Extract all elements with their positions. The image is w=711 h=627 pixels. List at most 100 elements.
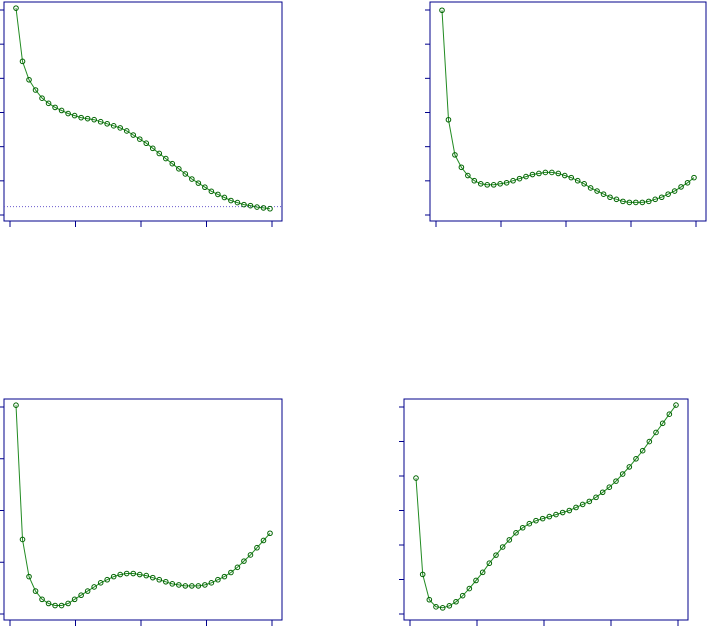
data-point [546,513,553,520]
data-point [136,571,143,578]
data-point [581,181,587,187]
plot-frame [403,398,689,621]
data-point [493,552,499,558]
data-point [215,191,221,198]
data-point [542,169,549,176]
data-point [439,7,445,14]
data-point [195,583,202,589]
data-point [559,509,566,516]
series-line [15,405,271,606]
data-point [613,196,620,203]
data-point [117,571,124,578]
data-point [156,576,163,583]
data-point [466,585,473,592]
data-point [19,536,26,543]
data-point [666,411,673,418]
data-point [533,517,539,524]
data-point [104,120,110,127]
data-point [553,511,559,518]
data-point [479,569,486,576]
data-point [130,132,137,138]
data-point [149,574,156,581]
data-point [247,552,254,558]
data-point [208,188,215,195]
data-point [208,580,215,586]
data-point [446,603,453,609]
series-line [15,8,271,210]
data-point [626,464,633,470]
data-point [497,181,503,187]
data-point [123,570,130,577]
data-point [471,177,478,184]
data-point [45,600,52,607]
data-point [84,115,91,122]
data-point [58,107,65,114]
data-point [574,177,581,184]
data-point [91,584,97,590]
data-point [221,573,228,580]
data-point [241,558,247,564]
data-point [419,571,426,578]
data-point [19,58,26,65]
data-point [189,583,195,589]
data-point [241,201,247,208]
data-point [510,177,516,184]
data-point [529,171,536,178]
data-point [65,600,71,607]
data-point [247,202,254,209]
data-point [593,494,599,501]
data-point [254,204,260,210]
data-point [110,123,117,129]
data-point [484,182,491,188]
data-point [652,196,659,203]
data-point [473,577,479,584]
data-point [445,116,452,123]
plot-frame [3,1,283,222]
data-point [516,175,523,182]
chart-panel-1 [0,1,283,227]
data-point [143,572,150,579]
data-point [653,429,659,436]
data-point [176,166,182,172]
data-point [599,489,606,496]
data-point [566,507,573,514]
data-point [658,194,665,201]
series-line [415,404,677,609]
data-point [202,582,208,588]
data-point [600,191,607,197]
data-point [182,583,189,589]
data-point [671,188,678,194]
data-point [458,164,465,171]
data-point [117,125,124,131]
data-point [162,155,169,162]
data-point [453,598,459,605]
data-point [506,537,513,543]
plot-frame [3,398,283,621]
data-point [586,498,593,505]
data-point [477,181,484,187]
data-point [519,524,526,531]
data-point [606,484,613,490]
data-point [620,198,626,205]
data-point [104,576,110,583]
data-point [513,530,519,536]
data-point [594,188,600,194]
data-point [202,184,208,191]
data-point [587,185,594,191]
data-point [486,560,493,567]
data-point [149,145,156,152]
data-point [110,573,117,580]
data-point [169,581,176,587]
chart-panel-2 [425,1,707,227]
data-point [561,172,568,179]
data-point [267,530,273,537]
data-point [26,76,32,83]
data-point [162,578,169,585]
data-point [221,194,228,201]
data-point [573,504,579,511]
data-point [665,191,671,197]
data-point [52,602,58,609]
data-point [526,520,533,527]
data-point [65,110,71,117]
